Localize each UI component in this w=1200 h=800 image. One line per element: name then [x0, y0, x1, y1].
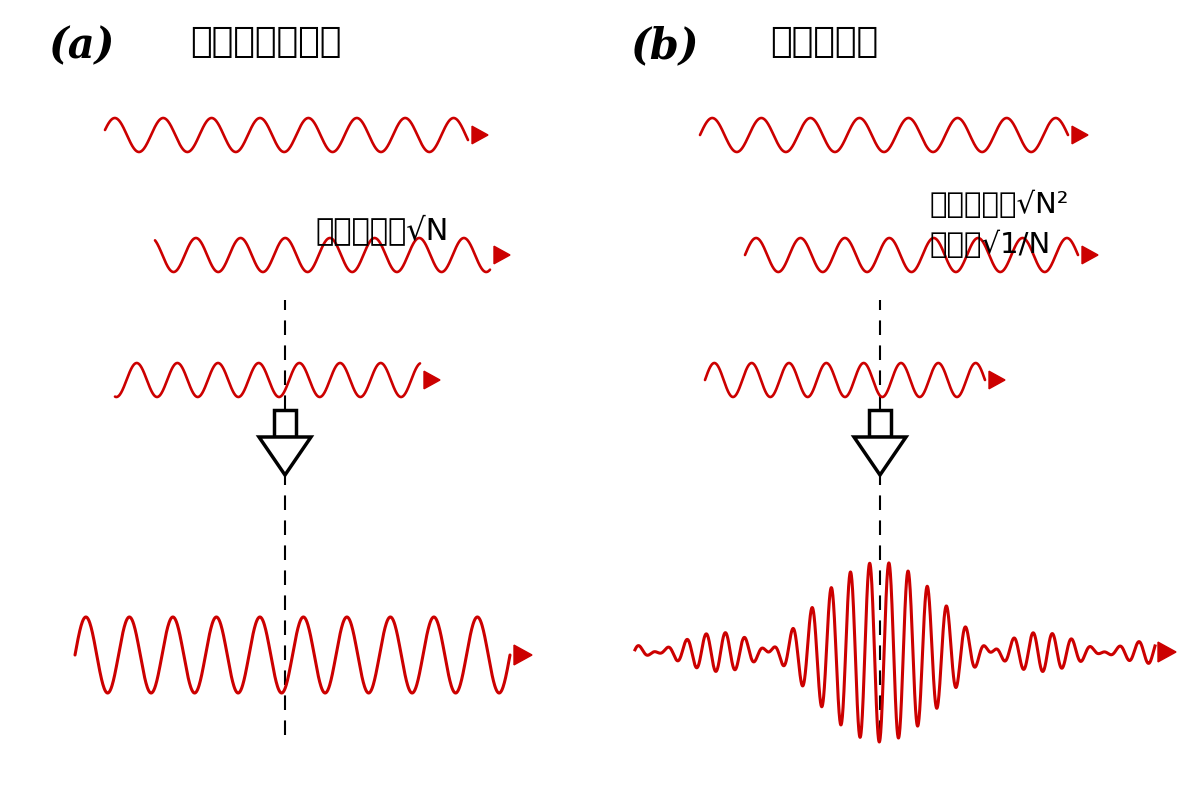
Polygon shape	[1072, 126, 1088, 144]
Polygon shape	[259, 437, 311, 475]
Text: ピーク強度√N²: ピーク強度√N²	[930, 191, 1069, 219]
Polygon shape	[274, 410, 296, 437]
Text: (b): (b)	[630, 25, 698, 67]
Polygon shape	[424, 371, 440, 389]
Polygon shape	[1158, 642, 1176, 662]
Polygon shape	[1082, 246, 1098, 264]
Text: ピーク強度√N: ピーク強度√N	[314, 214, 449, 246]
Text: 位相はバラバラ: 位相はバラバラ	[190, 25, 341, 59]
Polygon shape	[514, 645, 532, 665]
Polygon shape	[854, 437, 906, 475]
Text: 時間幅√1/N: 時間幅√1/N	[930, 231, 1051, 259]
Polygon shape	[472, 126, 488, 144]
Polygon shape	[989, 371, 1006, 389]
Polygon shape	[869, 410, 890, 437]
Polygon shape	[494, 246, 510, 264]
Text: 位相が同期: 位相が同期	[770, 25, 878, 59]
Text: (a): (a)	[48, 25, 114, 67]
